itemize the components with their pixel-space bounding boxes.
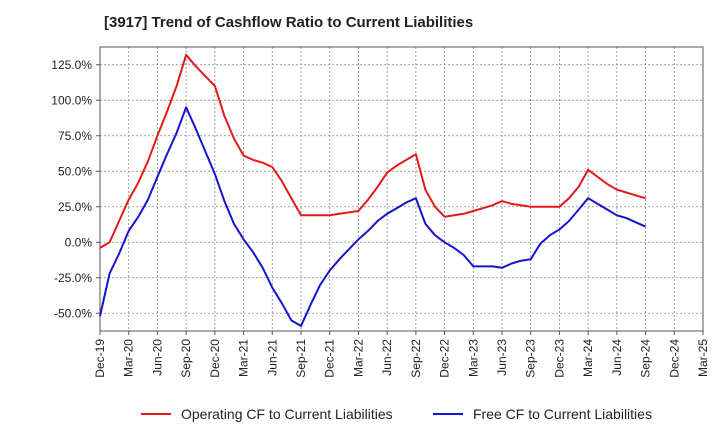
x-tick-label: Mar-24 <box>581 339 595 377</box>
x-tick-label: Jun-23 <box>495 339 509 376</box>
y-tick-label: 25.0% <box>58 200 92 214</box>
chart-title: [3917] Trend of Cashflow Ratio to Curren… <box>104 14 474 31</box>
x-tick-label: Dec-20 <box>208 339 222 378</box>
x-tick-label: Jun-22 <box>380 339 394 376</box>
series-lines <box>99 53 647 327</box>
x-tick-label: Dec-24 <box>667 339 681 378</box>
y-tick-label: 125.0% <box>51 58 92 72</box>
x-tick-label: Jun-20 <box>150 339 164 376</box>
legend: Operating CF to Current Liabilities Free … <box>141 406 652 422</box>
y-tick-label: 75.0% <box>58 129 92 143</box>
x-tick-label: Jun-21 <box>265 339 279 376</box>
x-tick-label: Mar-20 <box>122 339 136 377</box>
x-tick-label: Sep-21 <box>294 339 308 378</box>
y-tick-label: 50.0% <box>58 164 92 178</box>
x-tick-label: Sep-23 <box>524 339 538 378</box>
x-axis-ticks: Dec-19 Mar-20 Jun-20 Sep-20 Dec-20 Mar-21 Jun-… <box>93 331 710 378</box>
grid <box>99 47 704 331</box>
series-line-operating-cf <box>99 53 646 249</box>
series-line-free-cf <box>99 106 647 327</box>
y-tick-label: -50.0% <box>54 306 92 320</box>
legend-label-free-cf: Free CF to Current Liabilities <box>473 406 652 422</box>
x-tick-label: Dec-23 <box>552 339 566 378</box>
x-tick-label: Sep-22 <box>409 339 423 378</box>
x-tick-label: Dec-21 <box>323 339 337 378</box>
x-tick-label: Mar-23 <box>466 339 480 377</box>
legend-label-operating-cf: Operating CF to Current Liabilities <box>181 406 393 422</box>
y-tick-label: 100.0% <box>51 93 92 107</box>
x-tick-label: Dec-22 <box>438 339 452 378</box>
y-tick-label: 0.0% <box>65 235 93 249</box>
x-tick-label: Sep-24 <box>639 339 653 378</box>
y-tick-label: -25.0% <box>54 271 92 285</box>
x-tick-label: Jun-24 <box>610 339 624 376</box>
plot-area-frame <box>99 46 704 332</box>
x-tick-label: Mar-22 <box>351 339 365 377</box>
x-tick-label: Sep-20 <box>179 339 193 378</box>
x-tick-label: Mar-21 <box>237 339 251 377</box>
x-tick-label: Mar-25 <box>696 339 710 377</box>
y-axis-ticks: 125.0% 100.0% 75.0% 50.0% 25.0% 0.0% -25.0% -50… <box>51 58 100 320</box>
x-tick-label: Dec-19 <box>93 339 107 378</box>
